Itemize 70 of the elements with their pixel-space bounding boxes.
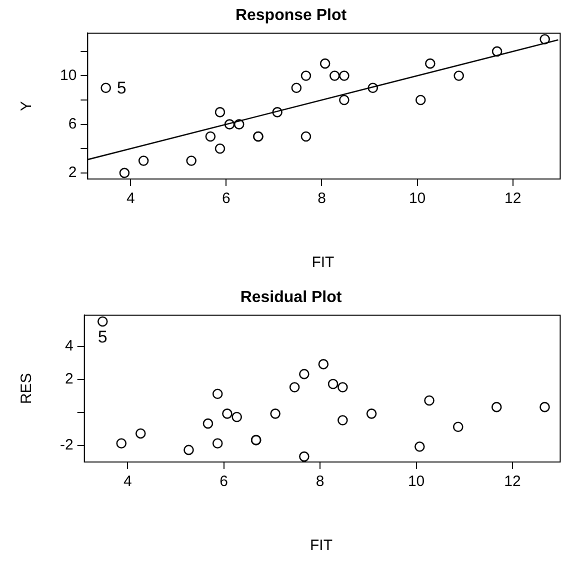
point — [97, 316, 108, 327]
point — [540, 402, 550, 412]
point — [320, 58, 330, 69]
y-tick-label: 10 — [60, 66, 77, 84]
point — [368, 82, 378, 94]
point — [272, 107, 282, 118]
y-tick-label: 6 — [68, 115, 77, 132]
point — [339, 70, 350, 81]
annotation: 5 — [116, 78, 126, 98]
point — [270, 408, 280, 419]
y-tick-label: 2 — [68, 164, 77, 182]
x-tick-label: 4 — [123, 473, 132, 490]
point — [100, 82, 111, 94]
point — [491, 402, 502, 412]
chart-title: Response Plot — [235, 7, 348, 24]
point — [214, 143, 226, 154]
y-axis-title: RES — [18, 373, 36, 404]
x-tick-label: 6 — [220, 473, 228, 490]
point — [492, 46, 502, 57]
point — [119, 168, 130, 178]
x-tick-label: 8 — [318, 190, 326, 208]
point — [452, 422, 464, 432]
point — [318, 359, 329, 370]
point — [339, 94, 350, 106]
point — [232, 412, 242, 422]
chart-title: Residual Plot — [240, 289, 342, 306]
point — [328, 378, 338, 390]
point — [234, 119, 244, 130]
point — [329, 70, 340, 81]
point — [289, 382, 300, 392]
x-tick-label: 10 — [408, 473, 425, 490]
x-tick-label: 12 — [504, 473, 521, 490]
point — [454, 70, 464, 81]
point — [224, 119, 235, 130]
point — [338, 382, 348, 392]
point — [300, 131, 312, 142]
point — [300, 70, 312, 81]
point — [202, 418, 214, 429]
x-tick-label: 12 — [504, 190, 522, 208]
x-tick-label: 10 — [408, 190, 426, 208]
x-tick-label: 6 — [222, 190, 230, 208]
x-tick-label: 4 — [126, 190, 135, 208]
x-axis-title: FIT — [312, 254, 334, 272]
point — [366, 408, 377, 419]
point — [424, 395, 434, 406]
point — [116, 438, 127, 449]
x-axis-title: FIT — [310, 537, 333, 554]
point — [212, 388, 223, 400]
point — [135, 428, 146, 439]
y-tick-label: 4 — [64, 338, 74, 355]
point — [291, 82, 302, 94]
point — [138, 156, 149, 166]
point — [186, 156, 196, 166]
annotation: 5 — [98, 328, 108, 347]
point — [205, 131, 216, 142]
point — [212, 438, 223, 449]
y-tick-label: -2 — [60, 436, 74, 454]
point — [299, 451, 310, 462]
point — [415, 94, 426, 106]
y-tick-label: 2 — [64, 370, 74, 388]
point — [299, 368, 310, 380]
point — [338, 415, 348, 426]
point — [222, 408, 232, 419]
point — [214, 107, 226, 118]
point — [540, 34, 550, 44]
y-axis-title: Y — [18, 101, 36, 112]
x-tick-label: 8 — [316, 473, 324, 490]
point — [414, 442, 425, 452]
point — [184, 444, 194, 456]
point — [425, 58, 436, 69]
